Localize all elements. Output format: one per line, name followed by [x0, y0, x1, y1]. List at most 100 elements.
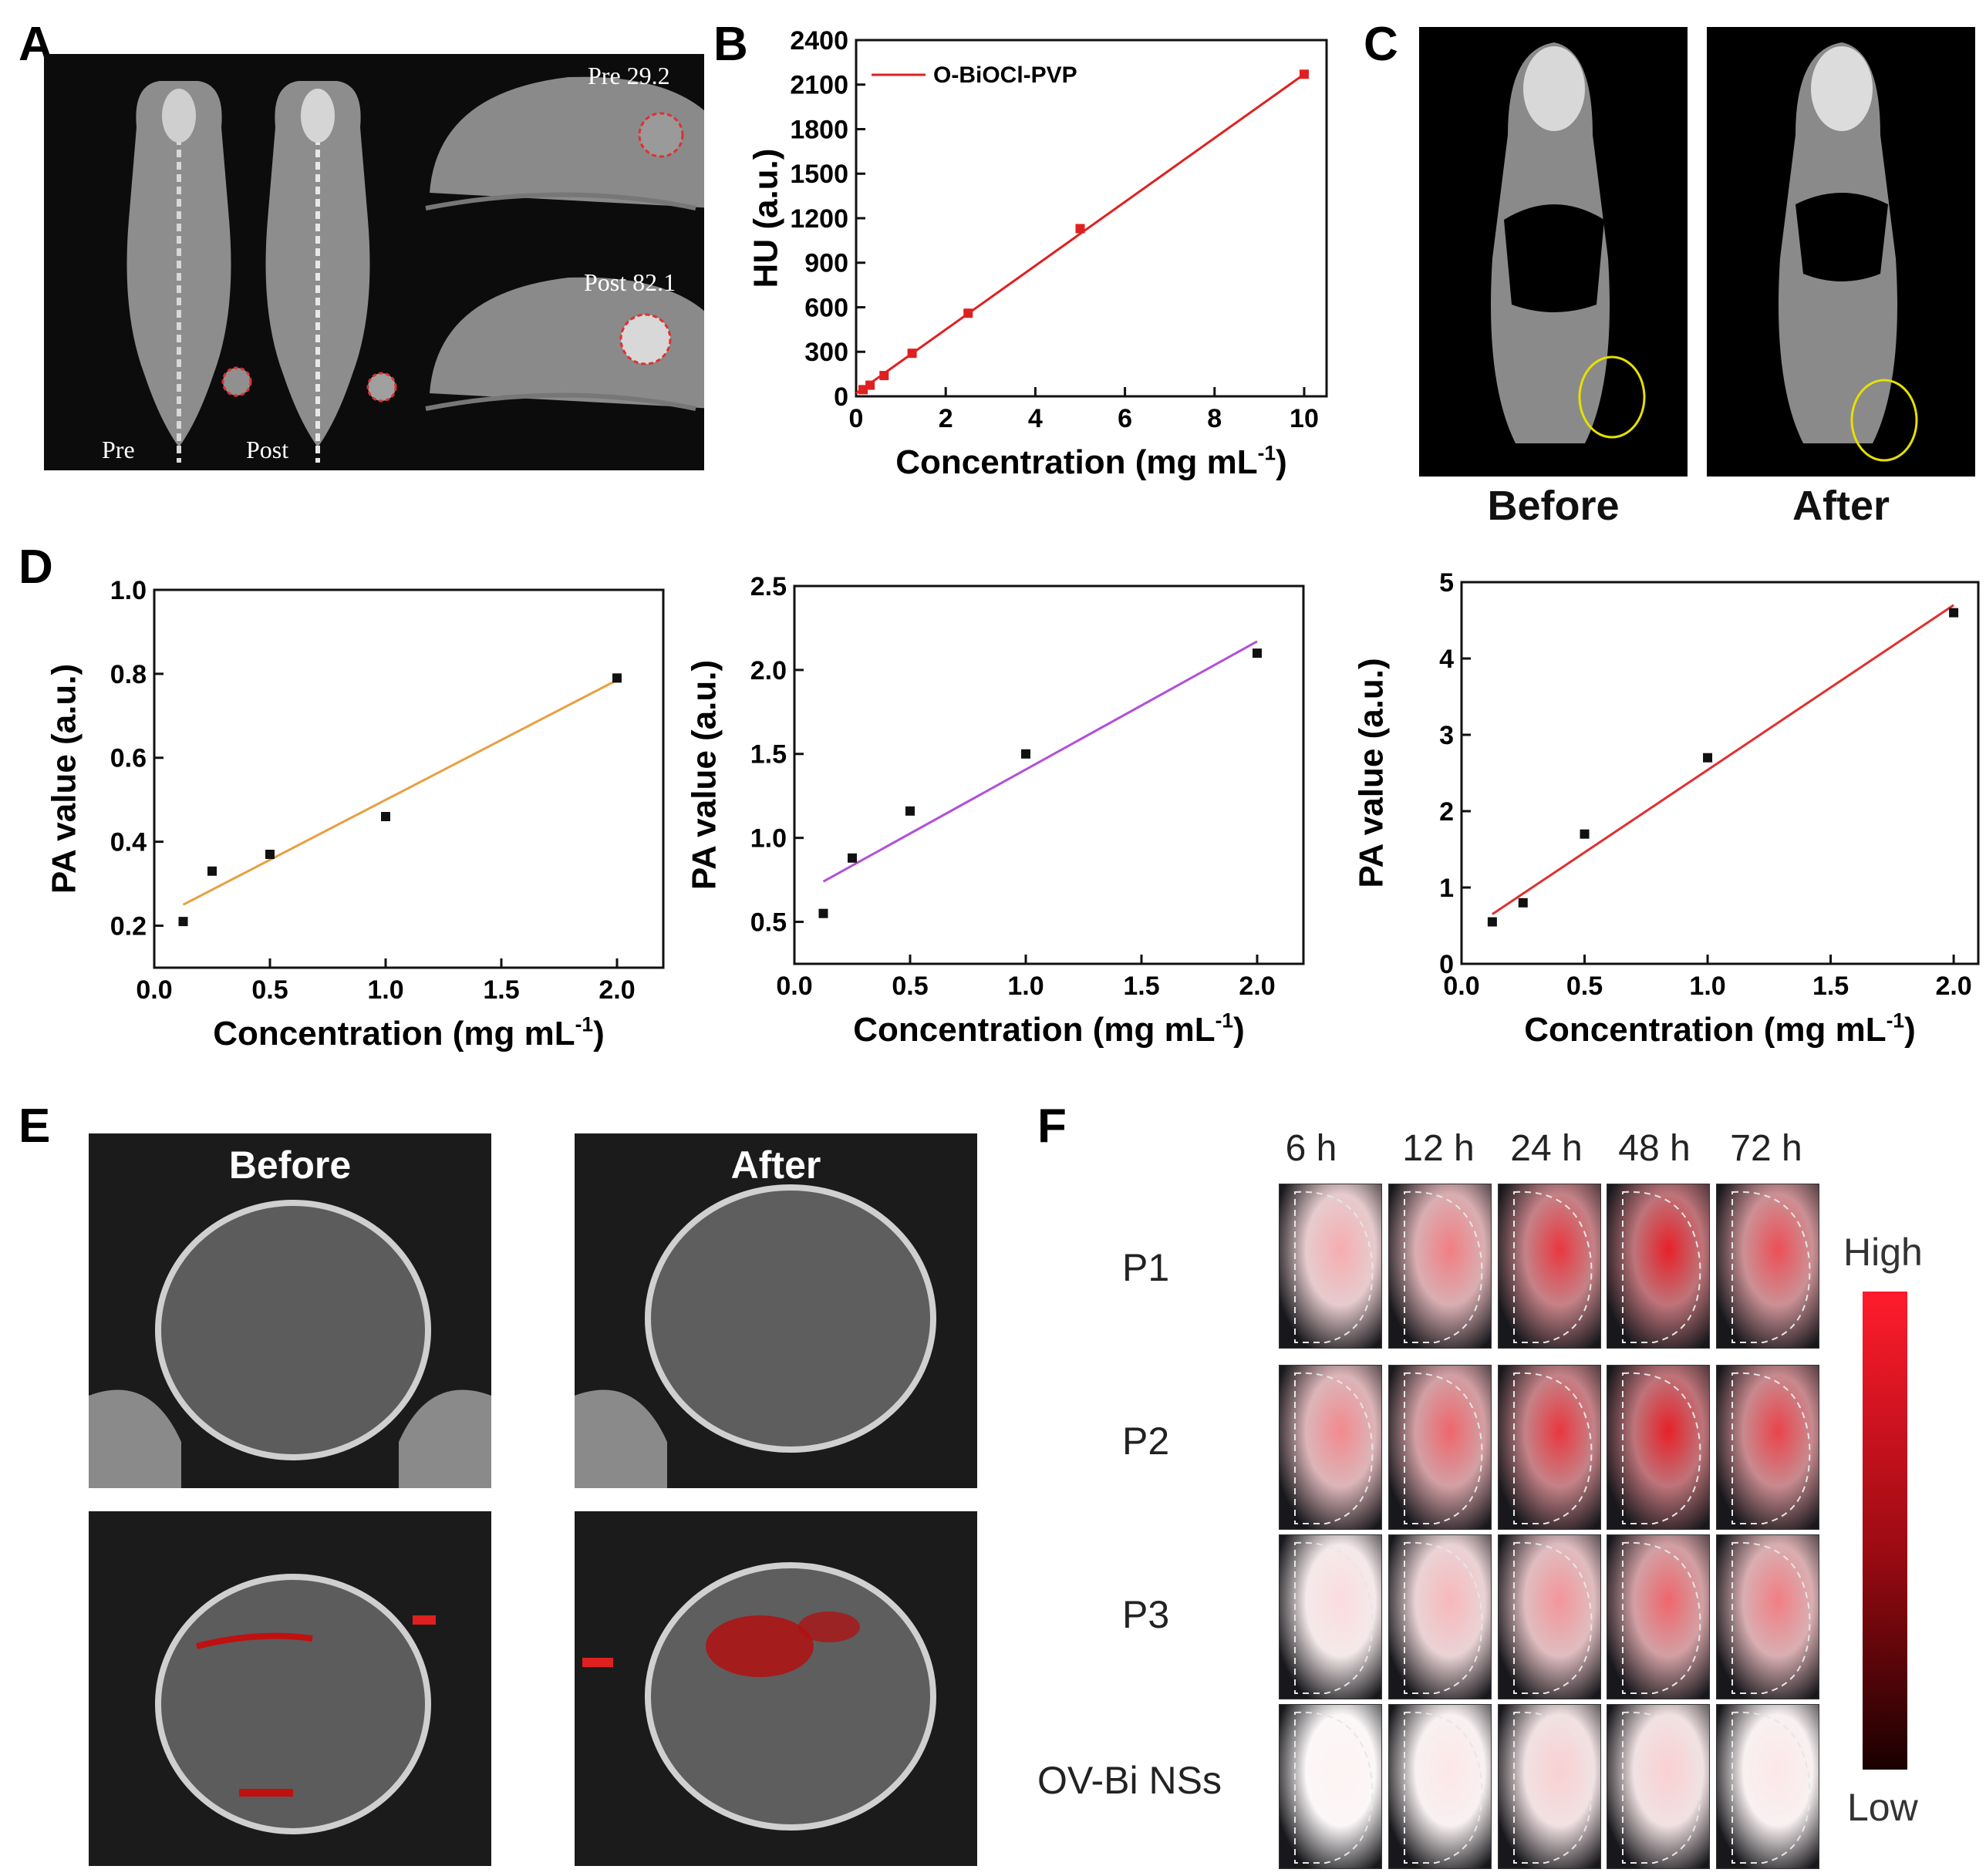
y-tick-label: 600: [804, 293, 848, 322]
x-tick-label: 6: [1118, 404, 1132, 433]
x-tick-label: 0.5: [892, 972, 928, 1001]
ultrasound-before: Before: [89, 1133, 491, 1488]
panel-label-e: E: [19, 1100, 51, 1153]
fluorescence-image-cell: [1498, 1184, 1601, 1349]
y-tick-label: 2.0: [750, 656, 787, 685]
fluorescence-image-cell: [1607, 1704, 1710, 1869]
y-tick-label: 0.8: [110, 660, 147, 689]
ultrasound-doppler-before: [89, 1511, 491, 1866]
x-axis-label: Concentration (mg mL-1): [853, 1009, 1244, 1049]
data-point: [265, 850, 275, 859]
data-point: [612, 673, 622, 683]
data-point: [818, 908, 828, 918]
scale-low-label: Low: [1847, 1786, 1918, 1829]
x-tick-label: 0: [849, 404, 864, 433]
x-tick-label: 1.0: [1007, 972, 1044, 1001]
x-tick-label: 0.0: [1443, 972, 1479, 1001]
x-tick-label: 1.0: [1689, 972, 1725, 1001]
y-tick-label: 2: [1439, 797, 1454, 827]
post-hu-value: Post 82.1: [584, 268, 676, 296]
x-tick-label: 2: [939, 404, 953, 433]
data-point: [963, 308, 973, 318]
fluorescence-image-cell: [1279, 1704, 1382, 1869]
ct-scan-illustration: [126, 76, 704, 463]
y-tick-label: 0.5: [750, 908, 787, 937]
fluorescence-image-cell: [1498, 1365, 1601, 1530]
fluorescence-image-cell: [1716, 1534, 1819, 1699]
y-tick-label: 900: [804, 249, 848, 278]
post-label: Post: [246, 436, 289, 463]
panel-label-c: C: [1364, 18, 1398, 71]
ct-image-after: [1707, 27, 1975, 477]
x-tick-label: 4: [1028, 404, 1043, 433]
fluorescence-image-cell: [1279, 1365, 1382, 1530]
data-point: [207, 866, 217, 876]
time-label-6h: 6 h: [1285, 1128, 1337, 1169]
plot-frame: [793, 584, 1305, 965]
ultrasound-before-title: Before: [228, 1143, 352, 1187]
pre-hu-value: Pre 29.2: [588, 62, 670, 89]
data-point: [1703, 753, 1713, 763]
y-tick-label: 0: [834, 382, 848, 412]
fluorescence-image-cell: [1716, 1365, 1819, 1530]
y-tick-label: 0: [1439, 950, 1454, 979]
x-tick-label: 2.0: [1935, 972, 1971, 1001]
x-tick-label: 1.5: [483, 975, 519, 1005]
data-point: [1299, 69, 1309, 79]
x-tick-label: 10: [1290, 404, 1319, 433]
x-tick-label: 0.5: [251, 975, 288, 1005]
ultrasound-after-title: After: [730, 1143, 821, 1187]
fluorescence-image-cell: [1388, 1704, 1492, 1869]
y-tick-label: 0.6: [110, 744, 147, 773]
plot-frame: [153, 588, 665, 969]
data-point: [1075, 224, 1085, 234]
data-point: [1487, 917, 1497, 927]
ct-image-panel-a: Pre Post Pre 29.2 Post 82.1: [44, 54, 704, 470]
scale-high-label: High: [1843, 1231, 1923, 1274]
y-axis-label: PA value (a.u.): [46, 664, 83, 894]
time-label-24h: 24 h: [1510, 1128, 1583, 1169]
pre-label: Pre: [102, 436, 135, 463]
intensity-colorbar: [1863, 1292, 1907, 1770]
y-axis-label: HU (a.u.): [747, 149, 785, 288]
x-tick-label: 1.5: [1123, 972, 1159, 1001]
chart-d3: 0.0 0.5 1.0 1.5 2.0 0 1 2 3 4 5 Concentration (mg m…: [1353, 571, 1980, 1049]
data-point: [178, 917, 188, 927]
time-label-72h: 72 h: [1730, 1128, 1802, 1169]
fluorescence-image-cell: [1607, 1184, 1710, 1349]
caption-before: Before: [1487, 483, 1620, 529]
x-tick-label: 2.0: [598, 975, 635, 1005]
data-point: [1580, 829, 1590, 839]
y-axis-label: PA value (a.u.): [1353, 658, 1391, 887]
x-tick-label: 2.0: [1239, 972, 1275, 1001]
y-tick-label: 1.0: [750, 824, 787, 854]
fit-line: [1492, 604, 1954, 915]
data-point: [907, 349, 917, 359]
data-point: [1253, 648, 1262, 658]
data-point: [879, 371, 889, 381]
fluorescence-image-cell: [1279, 1534, 1382, 1699]
y-tick-label: 1: [1439, 874, 1454, 903]
time-label-48h: 48 h: [1618, 1128, 1691, 1169]
panel-label-d: D: [19, 541, 53, 594]
y-tick-label: 0.4: [110, 828, 147, 857]
x-tick-label: 0.0: [136, 975, 172, 1005]
legend-label: O-BiOCl-PVP: [933, 62, 1077, 88]
x-axis-label: Concentration (mg mL-1): [213, 1012, 604, 1053]
y-axis-label: PA value (a.u.): [686, 660, 723, 890]
x-tick-label: 1.5: [1812, 972, 1849, 1001]
row-label-ov-bi: OV-Bi NSs: [1037, 1759, 1222, 1802]
fluorescence-image-cell: [1388, 1365, 1492, 1530]
data-point: [848, 853, 857, 863]
plot-frame: [1460, 581, 1980, 965]
y-tick-label: 2100: [790, 71, 848, 100]
fluorescence-image-cell: [1607, 1365, 1710, 1530]
y-tick-label: 1.0: [110, 576, 147, 605]
chart-d1: 0.0 0.5 1.0 1.5 2.0 0.2 0.4 0.6 0.8 1.0 Concentrat…: [46, 576, 665, 1053]
y-tick-label: 2400: [790, 26, 848, 56]
x-tick-label: 8: [1207, 404, 1222, 433]
panel-label-b: B: [713, 18, 748, 71]
fluorescence-image-cell: [1388, 1184, 1492, 1349]
y-tick-label: 0.2: [110, 911, 147, 941]
ultrasound-after: After: [575, 1133, 977, 1488]
